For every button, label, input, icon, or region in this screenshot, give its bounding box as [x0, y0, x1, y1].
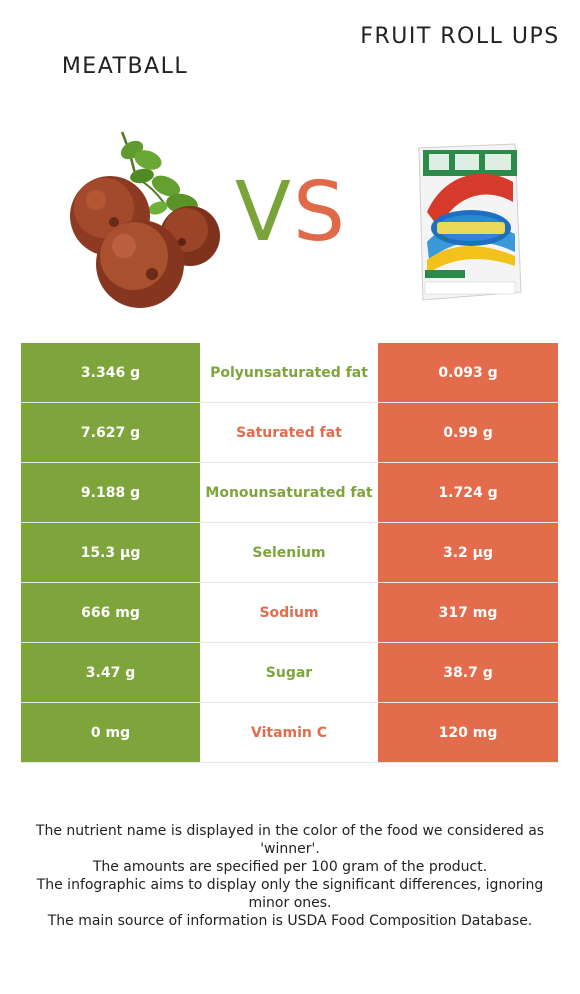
- table-row: 9.188 g Monounsaturated fat 1.724 g: [21, 462, 558, 523]
- vs-v: V: [234, 165, 294, 260]
- left-food-title: MEATBALL: [61, 54, 189, 79]
- fruit-roll-ups-value: 38.7 g: [378, 642, 558, 703]
- nutrient-name: Sugar: [200, 642, 378, 703]
- vs-s: S: [293, 165, 348, 260]
- meatball-value: 666 mg: [21, 582, 200, 643]
- table-row: 3.47 g Sugar 38.7 g: [21, 642, 558, 703]
- fruit-roll-ups-value: 0.99 g: [378, 402, 558, 463]
- vs-label: VS: [226, 168, 356, 258]
- fruit-roll-ups-image: [418, 143, 522, 301]
- nutrient-name: Sodium: [200, 582, 378, 643]
- nutrient-name: Selenium: [200, 522, 378, 583]
- fruit-roll-ups-value: 317 mg: [378, 582, 558, 643]
- table-row: 666 mg Sodium 317 mg: [21, 582, 558, 643]
- meatball-value: 15.3 µg: [21, 522, 200, 583]
- meatball-value: 0 mg: [21, 702, 200, 763]
- meatball-image: [70, 131, 220, 308]
- footer-line: The infographic aims to display only the…: [36, 877, 544, 911]
- footer-line: The main source of information is USDA F…: [47, 913, 533, 929]
- meatballs: [70, 176, 220, 308]
- nutrient-name: Polyunsaturated fat: [200, 343, 378, 403]
- fruit-roll-ups-value: 1.724 g: [378, 462, 558, 523]
- meatball-value: 3.346 g: [21, 343, 200, 403]
- table-row: 15.3 µg Selenium 3.2 µg: [21, 522, 558, 583]
- footer-line: The amounts are specified per 100 gram o…: [92, 859, 488, 875]
- nutrient-name: Saturated fat: [200, 402, 378, 463]
- nutrient-name: Vitamin C: [200, 702, 378, 763]
- table-row: 0 mg Vitamin C 120 mg: [21, 702, 558, 763]
- nutrient-name: Monounsaturated fat: [200, 462, 378, 523]
- fruit-roll-ups-value: 3.2 µg: [378, 522, 558, 583]
- table-row: 3.346 g Polyunsaturated fat 0.093 g: [21, 343, 558, 403]
- meatball-value: 9.188 g: [21, 462, 200, 523]
- meatball-value: 7.627 g: [21, 402, 200, 463]
- footer-notes: The nutrient name is displayed in the co…: [30, 822, 550, 930]
- right-food-title: FRUIT ROLL UPS: [360, 24, 560, 49]
- fruit-roll-ups-value: 0.093 g: [378, 343, 558, 403]
- footer-line: The nutrient name is displayed in the co…: [35, 823, 545, 857]
- table-row: 7.627 g Saturated fat 0.99 g: [21, 402, 558, 463]
- comparison-table: 3.346 g Polyunsaturated fat 0.093 g 7.627 g…: [21, 343, 558, 763]
- meatball-value: 3.47 g: [21, 642, 200, 703]
- fruit-roll-ups-value: 120 mg: [378, 702, 558, 763]
